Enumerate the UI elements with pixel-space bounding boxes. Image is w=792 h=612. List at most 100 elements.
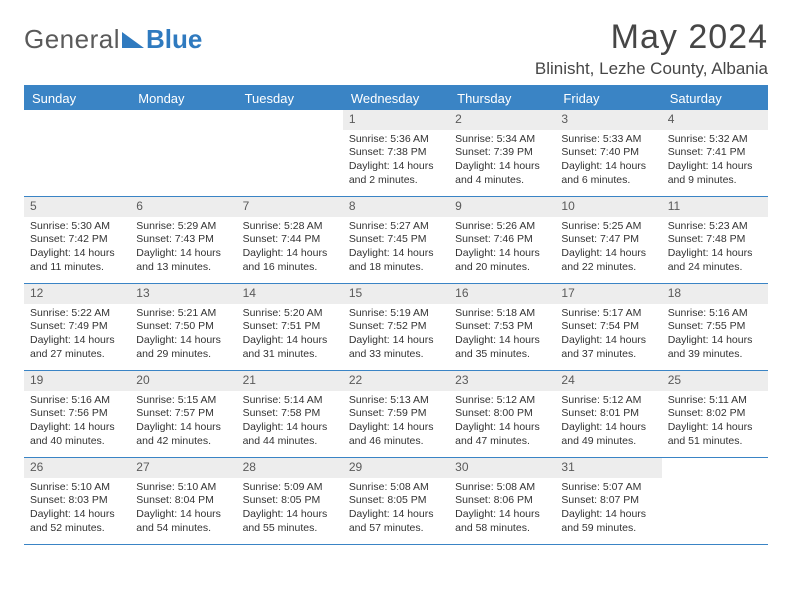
day-cell: 24Sunrise: 5:12 AMSunset: 8:01 PMDayligh… <box>555 371 661 457</box>
day-cell: 5Sunrise: 5:30 AMSunset: 7:42 PMDaylight… <box>24 197 130 283</box>
day-number: 31 <box>555 458 661 478</box>
sunrise-line: Sunrise: 5:36 AM <box>349 133 443 147</box>
sunset-line: Sunset: 8:03 PM <box>30 494 124 508</box>
day-number: 16 <box>449 284 555 304</box>
calendar: SundayMondayTuesdayWednesdayThursdayFrid… <box>24 85 768 545</box>
sunset-line: Sunset: 8:05 PM <box>349 494 443 508</box>
day-body: Sunrise: 5:33 AMSunset: 7:40 PMDaylight:… <box>555 130 661 194</box>
day-body: Sunrise: 5:16 AMSunset: 7:56 PMDaylight:… <box>24 391 130 455</box>
day-number: 15 <box>343 284 449 304</box>
day-number: 19 <box>24 371 130 391</box>
day-body: Sunrise: 5:07 AMSunset: 8:07 PMDaylight:… <box>555 478 661 542</box>
weeks-container: ...1Sunrise: 5:36 AMSunset: 7:38 PMDayli… <box>24 110 768 545</box>
logo-text-2: Blue <box>146 24 202 55</box>
day-body: Sunrise: 5:08 AMSunset: 8:05 PMDaylight:… <box>343 478 449 542</box>
day-cell: 31Sunrise: 5:07 AMSunset: 8:07 PMDayligh… <box>555 458 661 544</box>
sunrise-line: Sunrise: 5:21 AM <box>136 307 230 321</box>
sunrise-line: Sunrise: 5:07 AM <box>561 481 655 495</box>
sunset-line: Sunset: 7:41 PM <box>668 146 762 160</box>
daylight-line: Daylight: 14 hours and 6 minutes. <box>561 160 655 187</box>
day-cell: 8Sunrise: 5:27 AMSunset: 7:45 PMDaylight… <box>343 197 449 283</box>
sunset-line: Sunset: 8:07 PM <box>561 494 655 508</box>
day-body: Sunrise: 5:10 AMSunset: 8:03 PMDaylight:… <box>24 478 130 542</box>
day-body: Sunrise: 5:25 AMSunset: 7:47 PMDaylight:… <box>555 217 661 281</box>
daylight-line: Daylight: 14 hours and 22 minutes. <box>561 247 655 274</box>
day-number: 25 <box>662 371 768 391</box>
day-cell: 7Sunrise: 5:28 AMSunset: 7:44 PMDaylight… <box>237 197 343 283</box>
sunset-line: Sunset: 8:01 PM <box>561 407 655 421</box>
sunset-line: Sunset: 8:02 PM <box>668 407 762 421</box>
day-body: Sunrise: 5:34 AMSunset: 7:39 PMDaylight:… <box>449 130 555 194</box>
day-header: Wednesday <box>343 87 449 110</box>
sunrise-line: Sunrise: 5:19 AM <box>349 307 443 321</box>
daylight-line: Daylight: 14 hours and 11 minutes. <box>30 247 124 274</box>
sunrise-line: Sunrise: 5:08 AM <box>349 481 443 495</box>
day-cell: 21Sunrise: 5:14 AMSunset: 7:58 PMDayligh… <box>237 371 343 457</box>
day-number: 27 <box>130 458 236 478</box>
daylight-line: Daylight: 14 hours and 40 minutes. <box>30 421 124 448</box>
sunset-line: Sunset: 7:43 PM <box>136 233 230 247</box>
sunset-line: Sunset: 7:48 PM <box>668 233 762 247</box>
day-number: 24 <box>555 371 661 391</box>
day-cell: 6Sunrise: 5:29 AMSunset: 7:43 PMDaylight… <box>130 197 236 283</box>
daylight-line: Daylight: 14 hours and 18 minutes. <box>349 247 443 274</box>
sunrise-line: Sunrise: 5:09 AM <box>243 481 337 495</box>
daylight-line: Daylight: 14 hours and 39 minutes. <box>668 334 762 361</box>
sunrise-line: Sunrise: 5:13 AM <box>349 394 443 408</box>
day-number: 30 <box>449 458 555 478</box>
day-cell: 10Sunrise: 5:25 AMSunset: 7:47 PMDayligh… <box>555 197 661 283</box>
day-header: Friday <box>555 87 661 110</box>
sunset-line: Sunset: 8:06 PM <box>455 494 549 508</box>
day-body: Sunrise: 5:28 AMSunset: 7:44 PMDaylight:… <box>237 217 343 281</box>
day-body: Sunrise: 5:27 AMSunset: 7:45 PMDaylight:… <box>343 217 449 281</box>
day-cell: 28Sunrise: 5:09 AMSunset: 8:05 PMDayligh… <box>237 458 343 544</box>
sunset-line: Sunset: 7:59 PM <box>349 407 443 421</box>
day-cell: 13Sunrise: 5:21 AMSunset: 7:50 PMDayligh… <box>130 284 236 370</box>
sunset-line: Sunset: 7:52 PM <box>349 320 443 334</box>
day-cell: 22Sunrise: 5:13 AMSunset: 7:59 PMDayligh… <box>343 371 449 457</box>
daylight-line: Daylight: 14 hours and 35 minutes. <box>455 334 549 361</box>
sunrise-line: Sunrise: 5:18 AM <box>455 307 549 321</box>
sunrise-line: Sunrise: 5:34 AM <box>455 133 549 147</box>
sunrise-line: Sunrise: 5:15 AM <box>136 394 230 408</box>
sunrise-line: Sunrise: 5:29 AM <box>136 220 230 234</box>
sunset-line: Sunset: 7:42 PM <box>30 233 124 247</box>
sunset-line: Sunset: 7:40 PM <box>561 146 655 160</box>
day-header: Monday <box>130 87 236 110</box>
sunrise-line: Sunrise: 5:30 AM <box>30 220 124 234</box>
day-number: 28 <box>237 458 343 478</box>
daylight-line: Daylight: 14 hours and 46 minutes. <box>349 421 443 448</box>
day-cell: . <box>662 458 768 544</box>
day-number: 26 <box>24 458 130 478</box>
week-row: 26Sunrise: 5:10 AMSunset: 8:03 PMDayligh… <box>24 458 768 545</box>
sunrise-line: Sunrise: 5:26 AM <box>455 220 549 234</box>
logo: General Blue <box>24 18 202 55</box>
daylight-line: Daylight: 14 hours and 54 minutes. <box>136 508 230 535</box>
sunset-line: Sunset: 7:50 PM <box>136 320 230 334</box>
day-number: 17 <box>555 284 661 304</box>
week-row: ...1Sunrise: 5:36 AMSunset: 7:38 PMDayli… <box>24 110 768 197</box>
sunset-line: Sunset: 7:38 PM <box>349 146 443 160</box>
daylight-line: Daylight: 14 hours and 55 minutes. <box>243 508 337 535</box>
daylight-line: Daylight: 14 hours and 24 minutes. <box>668 247 762 274</box>
day-cell: 25Sunrise: 5:11 AMSunset: 8:02 PMDayligh… <box>662 371 768 457</box>
day-body: Sunrise: 5:22 AMSunset: 7:49 PMDaylight:… <box>24 304 130 368</box>
week-row: 5Sunrise: 5:30 AMSunset: 7:42 PMDaylight… <box>24 197 768 284</box>
header: General Blue May 2024 Blinisht, Lezhe Co… <box>24 18 768 79</box>
day-number: 12 <box>24 284 130 304</box>
sunrise-line: Sunrise: 5:20 AM <box>243 307 337 321</box>
daylight-line: Daylight: 14 hours and 51 minutes. <box>668 421 762 448</box>
day-number: 11 <box>662 197 768 217</box>
day-cell: 9Sunrise: 5:26 AMSunset: 7:46 PMDaylight… <box>449 197 555 283</box>
logo-text-1: General <box>24 24 120 55</box>
daylight-line: Daylight: 14 hours and 4 minutes. <box>455 160 549 187</box>
sunset-line: Sunset: 7:39 PM <box>455 146 549 160</box>
day-header: Thursday <box>449 87 555 110</box>
day-number: 8 <box>343 197 449 217</box>
day-body: Sunrise: 5:29 AMSunset: 7:43 PMDaylight:… <box>130 217 236 281</box>
sunrise-line: Sunrise: 5:22 AM <box>30 307 124 321</box>
day-cell: 2Sunrise: 5:34 AMSunset: 7:39 PMDaylight… <box>449 110 555 196</box>
sunrise-line: Sunrise: 5:10 AM <box>136 481 230 495</box>
sunrise-line: Sunrise: 5:25 AM <box>561 220 655 234</box>
daylight-line: Daylight: 14 hours and 2 minutes. <box>349 160 443 187</box>
